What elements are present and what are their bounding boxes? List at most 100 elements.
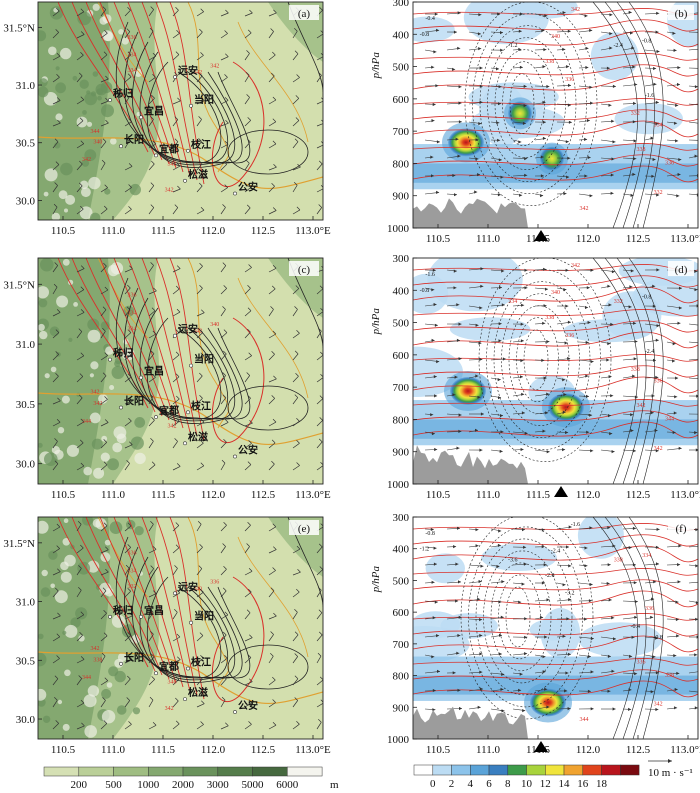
contour-label: 344	[82, 675, 91, 681]
contour-label: 340	[551, 290, 560, 296]
cross-section-area: -0.4-0.8342340338336-1.2-2.4-1.6-0.83323…	[400, 0, 700, 228]
terrain-patch	[110, 138, 117, 145]
colorbar-tick-label: 200	[71, 779, 88, 788]
terrain-patch	[84, 725, 97, 738]
colorbar-swatch	[114, 767, 149, 776]
x-tick-label: 110.5	[426, 233, 451, 245]
y-tick-label: 800	[393, 158, 410, 170]
terrain-patch	[64, 625, 77, 638]
contour-label: -1.6	[425, 272, 435, 278]
jet-core	[548, 393, 584, 421]
y-tick-label: 500	[393, 318, 410, 330]
y-tick-label: 1000	[387, 479, 410, 491]
contour-label: -0.4	[631, 624, 641, 630]
terrain-patch	[80, 80, 89, 89]
contour-label: -1.2	[420, 546, 430, 552]
contour-label: 338	[93, 657, 102, 663]
city-marker	[154, 154, 157, 157]
contour-label: -0.8	[420, 288, 430, 294]
terrain-patch	[101, 436, 107, 442]
colorbar-swatch	[527, 765, 546, 775]
colorbar-tick-label: 14	[559, 778, 571, 788]
contour-label: 336	[128, 35, 137, 41]
contour-label: 338	[545, 59, 554, 65]
contour-label: 342	[93, 401, 102, 407]
location-marker-triangle	[554, 486, 568, 497]
city-label: 秭归	[113, 87, 133, 100]
y-tick-label: 600	[393, 94, 410, 106]
terrain-patch	[93, 468, 104, 479]
y-tick-label: 500	[393, 62, 410, 74]
city-marker	[154, 415, 157, 418]
x-tick-label: 113.0°E	[670, 233, 700, 245]
y-tick-label: 30.5	[16, 399, 36, 411]
city-marker	[189, 364, 192, 367]
terrain-patch	[133, 707, 140, 714]
y-tick-label: 31.5°N	[3, 538, 35, 550]
terrain-patch	[114, 426, 127, 439]
colorbar-swatch	[564, 765, 583, 775]
contour-label: 332	[654, 190, 663, 196]
x-tick-label: 111.0	[476, 233, 500, 245]
terrain-patch	[48, 551, 57, 560]
terrain-patch	[101, 104, 114, 117]
wind-speed-fill	[441, 613, 498, 639]
panel-label: (c)	[298, 264, 311, 276]
city-label: 枝江	[190, 399, 211, 412]
terrain-patch	[90, 361, 98, 369]
city-label: 长阳	[124, 394, 144, 407]
terrain-patch	[56, 66, 60, 70]
terrain-patch	[73, 302, 78, 307]
city-label: 公安	[238, 443, 258, 456]
terrain-patch	[37, 286, 49, 298]
city-label: 远安	[178, 580, 198, 593]
contour-label: 342	[580, 206, 589, 212]
x-tick-label: 111.5	[151, 489, 175, 501]
colorbar-swatch	[287, 767, 322, 776]
terrain-patch	[55, 590, 68, 603]
terrain-patch	[77, 562, 90, 575]
colorbar-tick-label: 2000	[172, 779, 195, 788]
contour-label: -0.8	[420, 32, 430, 38]
colorbar-unit: m	[330, 779, 339, 788]
x-tick-label: 111.0	[476, 489, 500, 501]
terrain-patch	[107, 458, 119, 470]
contour-label: -1.6	[645, 93, 655, 99]
terrain-patch	[134, 526, 143, 535]
y-tick-label: 300	[393, 512, 410, 524]
colorbar-tick-label: 500	[105, 779, 122, 788]
terrain-patch	[102, 710, 115, 723]
terrain-patch	[44, 192, 49, 197]
wind-speed-fill	[426, 553, 465, 583]
contour-label: -0.8	[425, 531, 435, 537]
x-tick-label: 111.5	[151, 225, 175, 237]
contour-label: 338	[545, 315, 554, 321]
contour-label: 342	[165, 188, 174, 194]
terrain-patch	[64, 209, 68, 213]
y-tick-label: 31.0	[16, 597, 36, 609]
wind-speed-fill	[615, 103, 683, 134]
colorbar-tick-label: 18	[596, 778, 608, 788]
terrain-patch	[87, 122, 92, 127]
terrain-patch	[62, 396, 70, 404]
city-label: 宜都	[159, 404, 179, 417]
x-tick-label: 112.0	[201, 744, 226, 756]
terrain-patch	[90, 413, 101, 424]
contour-label: 334	[128, 68, 137, 74]
x-tick-label: 112.0	[576, 233, 601, 245]
y-axis-label: p/hPa	[370, 52, 382, 80]
terrain-patch	[90, 213, 100, 223]
colorbar-tick-label: 16	[577, 778, 589, 788]
contour-label: -0.8	[642, 39, 652, 45]
contour-label: 342	[654, 702, 663, 708]
contour-label: 342	[654, 446, 663, 452]
city-marker	[108, 358, 111, 361]
contour-label: -0.8	[642, 295, 652, 301]
terrain-patch	[134, 453, 145, 464]
city-marker	[119, 145, 122, 148]
contour-label: -0.4	[425, 16, 435, 22]
